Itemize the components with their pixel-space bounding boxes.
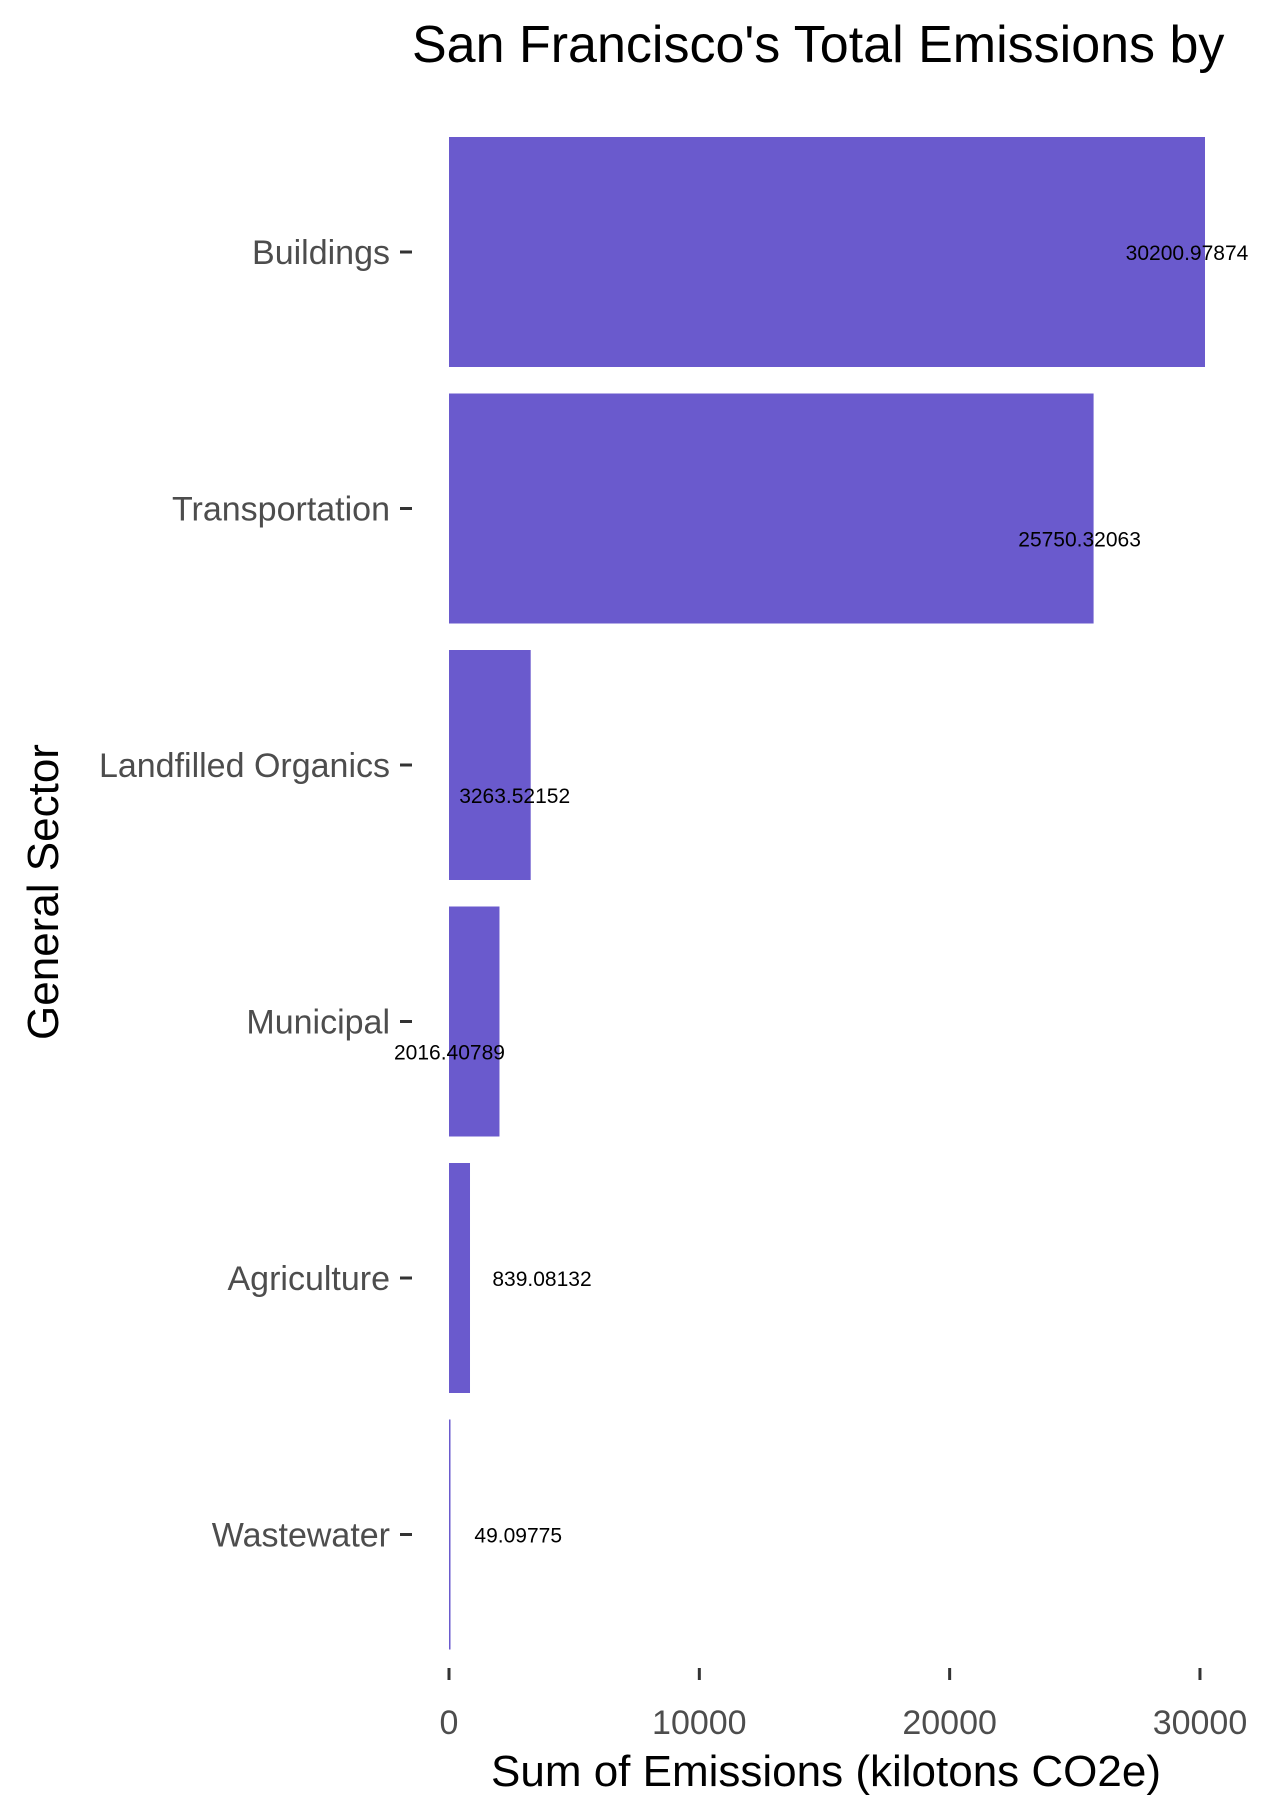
x-tick-label-30000: 30000 bbox=[1153, 1704, 1248, 1742]
y-tick-label-landfilled-organics: Landfilled Organics bbox=[99, 747, 390, 785]
x-axis-ticks: 0 10000 20000 30000 bbox=[440, 1668, 1248, 1742]
data-label-wastewater: 49.09775 bbox=[474, 1525, 562, 1548]
chart-title: San Francisco's Total Emissions by bbox=[412, 16, 1224, 74]
y-tick-label-agriculture: Agriculture bbox=[227, 1260, 390, 1298]
y-tick-label-transportation: Transportation bbox=[172, 491, 390, 529]
data-label-agriculture: 839.08132 bbox=[492, 1268, 591, 1291]
bar-agriculture bbox=[449, 1163, 471, 1393]
bars-group bbox=[449, 137, 1205, 1650]
data-label-buildings: 30200.97874 bbox=[1126, 242, 1249, 265]
y-axis-title: General Sector bbox=[19, 744, 68, 1040]
x-tick-label-0: 0 bbox=[440, 1704, 459, 1742]
y-axis-ticks: Buildings Transportation Landfilled Organi… bbox=[99, 234, 412, 1555]
y-tick-label-wastewater: Wastewater bbox=[212, 1517, 390, 1555]
x-tick-label-20000: 20000 bbox=[902, 1704, 997, 1742]
data-labels-group: 30200.97874 25750.32063 3263.52152 2016.407… bbox=[394, 242, 1249, 1548]
bar-landfilled-organics bbox=[449, 650, 531, 880]
x-tick-label-10000: 10000 bbox=[652, 1704, 747, 1742]
data-label-municipal: 2016.40789 bbox=[394, 1042, 505, 1065]
bar-wastewater bbox=[449, 1419, 451, 1650]
x-axis-title: Sum of Emissions (kilotons CO2e) bbox=[491, 1747, 1161, 1796]
bar-buildings bbox=[449, 137, 1205, 367]
data-label-landfilled-organics: 3263.52152 bbox=[459, 785, 570, 808]
bar-transportation bbox=[449, 393, 1094, 624]
data-label-transportation: 25750.32063 bbox=[1018, 529, 1141, 552]
y-tick-label-buildings: Buildings bbox=[252, 234, 390, 272]
bar-municipal bbox=[449, 906, 500, 1137]
y-tick-label-municipal: Municipal bbox=[246, 1004, 390, 1042]
